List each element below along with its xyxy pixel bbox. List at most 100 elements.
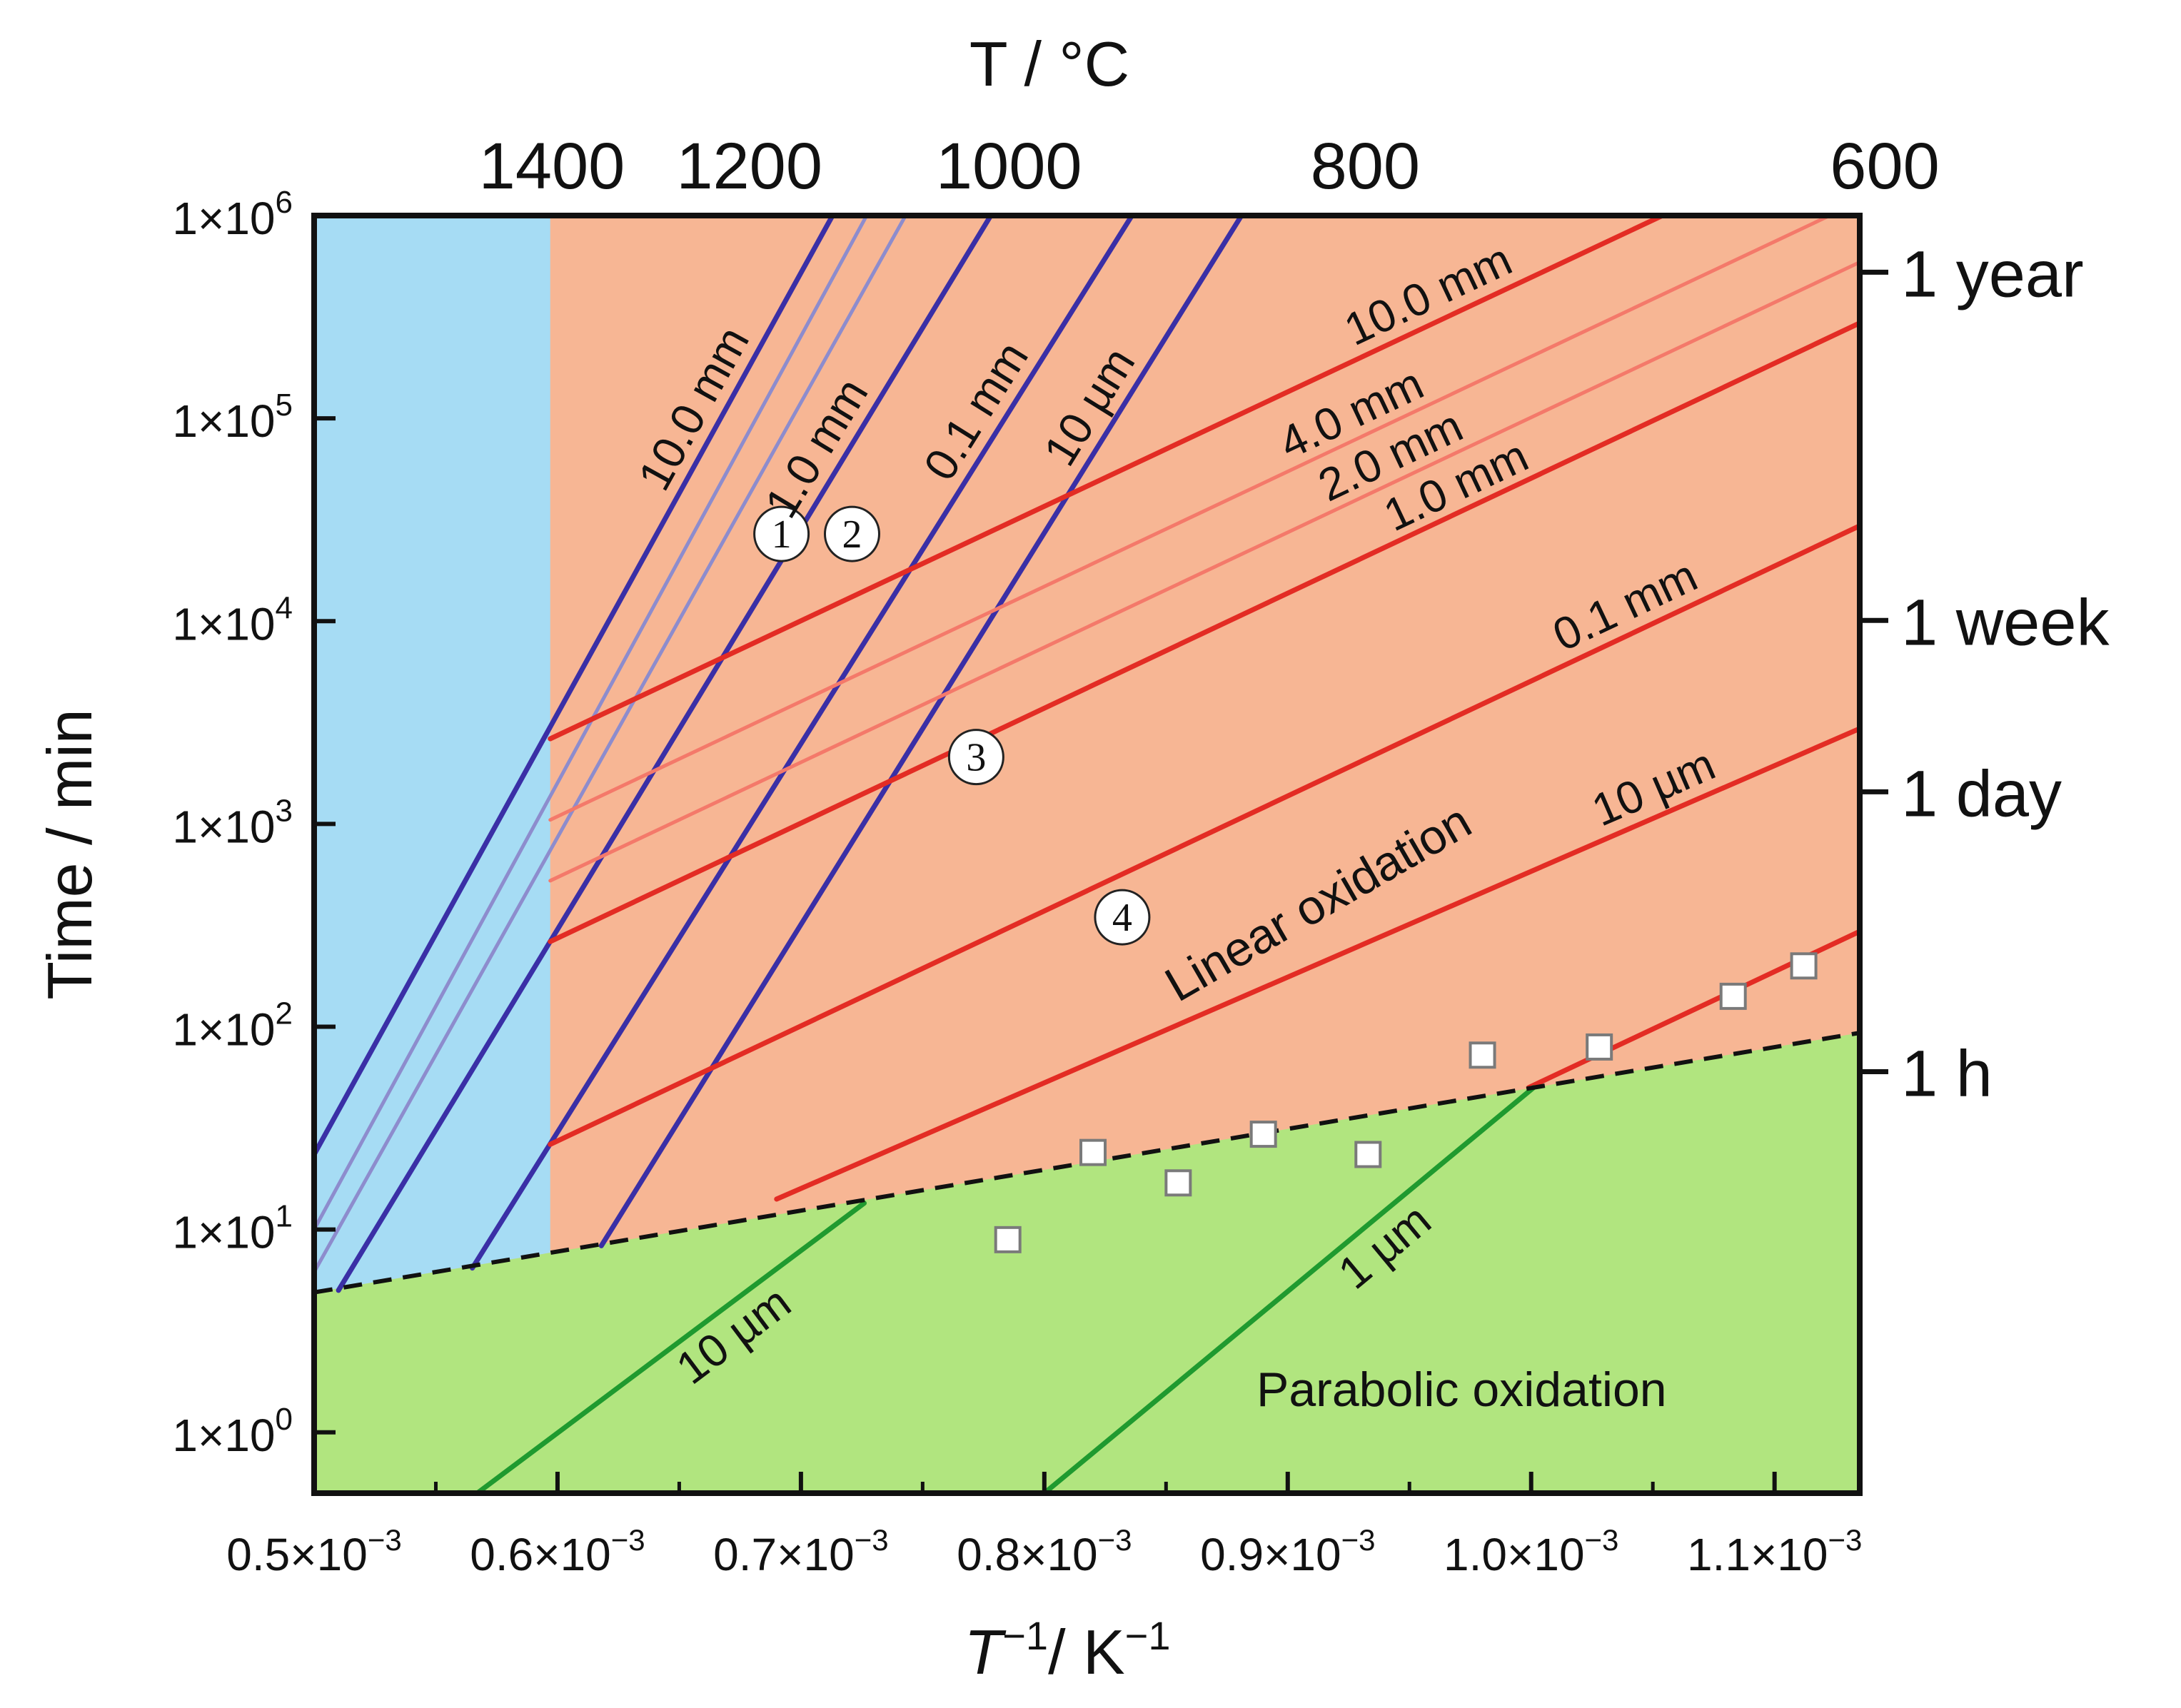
series-line-red-1-0-mm [548, 320, 1860, 944]
y-tick-base-0: 1×10 [172, 1410, 275, 1461]
x-axis-title: T−1/ K−1 [964, 1613, 1170, 1687]
top-axis-title: T / °C [969, 29, 1129, 99]
data-point-5 [1354, 1141, 1382, 1168]
marker-number-4: 4 [1112, 896, 1132, 940]
marker-number-2: 2 [842, 512, 862, 557]
x-axis-title-base: T [964, 1617, 1006, 1687]
x-tick-label-2: 0.7×10−3 [713, 1523, 888, 1580]
y-tick-exp-2: 2 [276, 996, 293, 1031]
parabolic-oxidation-label: Parabolic oxidation [1256, 1363, 1667, 1417]
series-line-red-2-0-mm [548, 260, 1860, 883]
series-line-red-4-0-mm [548, 216, 1834, 822]
y-tick-base-2: 1×10 [172, 1004, 275, 1056]
frame-layer [311, 213, 1863, 1496]
x-tick-exp-5: −3 [1585, 1523, 1619, 1557]
data-point-6 [1469, 1041, 1496, 1069]
right-tick-label-3: 1 h [1901, 1038, 1993, 1111]
series-layer [314, 216, 1860, 1493]
y-tick-label-4: 1×104 [172, 590, 293, 650]
x-tick-label-6: 1.1×10−3 [1687, 1523, 1862, 1580]
y-tick-base-1: 1×10 [172, 1207, 275, 1258]
x-tick-label-1: 0.6×10−3 [470, 1523, 645, 1580]
y-tick-label-3: 1×103 [172, 793, 293, 852]
y-tick-exp-3: 3 [276, 793, 293, 828]
data-point-4 [1249, 1121, 1277, 1148]
plot-frame [311, 213, 1863, 1496]
y-tick-label-6: 1×106 [172, 185, 293, 244]
y-tick-base-4: 1×10 [172, 598, 275, 650]
x-tick-mantissa-5: 1.0×10 [1444, 1529, 1585, 1580]
x-tick-mantissa-0: 0.5×10 [226, 1529, 368, 1580]
y-tick-exp-1: 1 [276, 1199, 293, 1234]
marker-circle-2 [823, 505, 880, 562]
x-tick-label-4: 0.9×10−3 [1200, 1523, 1375, 1580]
x-tick-label-3: 0.8×10−3 [957, 1523, 1132, 1580]
data-point-7 [1586, 1033, 1613, 1061]
series-line-blue-10-0-mm [314, 216, 835, 1158]
right-tick-label-0: 1 year [1901, 238, 2084, 310]
axes-layer: 0.5×10−3 0.6×10−3 0.7×10−3 0.8×10−3 0.9×10−3… [172, 130, 2110, 1580]
marker-circle-4 [1094, 889, 1151, 946]
x-tick-mantissa-3: 0.8×10 [957, 1529, 1098, 1580]
x-tick-label-5: 1.0×10−3 [1444, 1523, 1618, 1580]
x-tick-exp-2: −3 [855, 1523, 889, 1557]
x-tick-mantissa-1: 0.6×10 [470, 1529, 611, 1580]
data-point-2 [1079, 1138, 1107, 1166]
x-axis-title-unit-sup: −1 [1125, 1613, 1171, 1658]
y-tick-exp-4: 4 [276, 590, 293, 625]
blue-region [314, 216, 550, 1293]
x-tick-exp-1: −3 [611, 1523, 645, 1557]
marker-3: 3 [947, 729, 1004, 786]
marker-number-1: 1 [772, 512, 792, 557]
marker-4: 4 [1094, 889, 1151, 946]
parabolic-oxidation-region [314, 1033, 1860, 1493]
points-layer: 1 2 3 4 [753, 505, 1818, 1253]
data-point-3 [1164, 1169, 1192, 1197]
marker-number-3: 3 [966, 736, 986, 780]
y-tick-exp-0: 0 [276, 1402, 293, 1437]
x-tick-mantissa-6: 1.1×10 [1687, 1529, 1828, 1580]
series-line-red-10-m [774, 726, 1860, 1202]
regions-layer [314, 216, 1860, 1493]
y-tick-base-5: 1×10 [172, 395, 275, 447]
x-tick-label-0: 0.5×10−3 [226, 1523, 401, 1580]
marker-circle-3 [947, 729, 1004, 786]
marker-circle-1 [753, 505, 810, 562]
x-tick-mantissa-2: 0.7×10 [713, 1529, 855, 1580]
series-line-blue-10-m [598, 216, 1244, 1248]
marker-1: 1 [753, 505, 810, 562]
series-line-blue-0-1-mm [470, 216, 1135, 1271]
top-tick-label-2: 1000 [936, 130, 1082, 203]
top-tick-label-4: 600 [1830, 130, 1940, 203]
y-tick-label-1: 1×101 [172, 1199, 293, 1258]
top-tick-label-3: 800 [1311, 130, 1421, 203]
y-tick-exp-6: 6 [276, 185, 293, 220]
marker-2: 2 [823, 505, 880, 562]
y-tick-base-3: 1×10 [172, 801, 275, 852]
data-point-8 [1719, 982, 1747, 1010]
series-line-green-1-m [1042, 1085, 1536, 1493]
y-axis-title: Time / min [34, 709, 105, 999]
series-line-green-10-m [474, 1201, 867, 1493]
x-tick-exp-4: −3 [1341, 1523, 1376, 1557]
right-tick-label-1: 1 week [1901, 586, 2110, 659]
series-line-red-0-1-mm [548, 523, 1860, 1147]
series-line-blue-1-0-mm [336, 216, 994, 1293]
x-axis-title-unit: / K [1048, 1617, 1125, 1687]
x-tick-exp-0: −3 [368, 1523, 402, 1557]
data-point-1 [994, 1226, 1022, 1253]
y-tick-label-0: 1×100 [172, 1402, 293, 1461]
top-tick-label-0: 1400 [479, 130, 625, 203]
x-tick-mantissa-4: 0.9×10 [1200, 1529, 1341, 1580]
x-tick-exp-6: −3 [1828, 1523, 1862, 1557]
series-line-red-10-0-mm [548, 216, 1666, 742]
x-tick-exp-3: −3 [1098, 1523, 1132, 1557]
y-tick-label-2: 1×102 [172, 996, 293, 1056]
y-tick-base-6: 1×10 [172, 193, 275, 244]
series-line-blue-2-0-mm [314, 216, 907, 1274]
y-tick-exp-5: 5 [276, 388, 293, 423]
x-axis-title-sup: −1 [1002, 1613, 1048, 1658]
data-point-9 [1790, 952, 1818, 980]
top-tick-label-1: 1200 [676, 130, 822, 203]
